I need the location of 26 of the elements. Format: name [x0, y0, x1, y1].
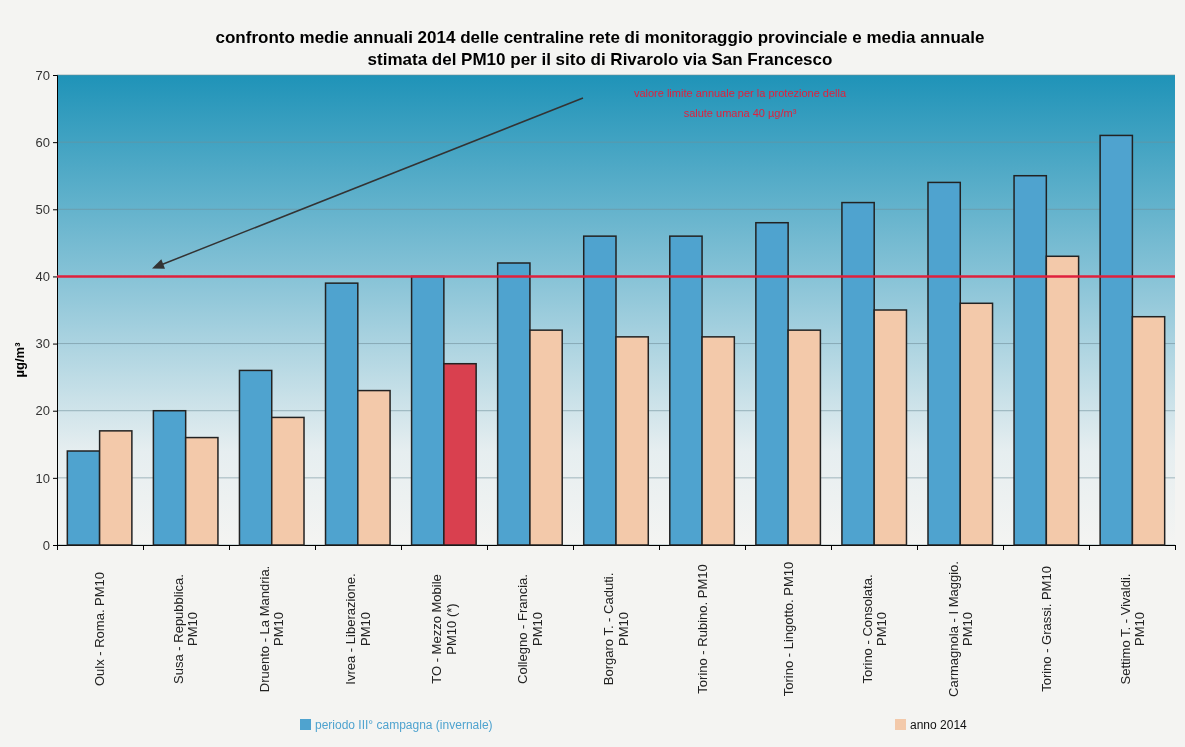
text: periodo III° campagna (invernale) — [315, 718, 493, 732]
y-tick-label: 10 — [35, 470, 50, 486]
x-tick-label: Torino - Consolata. PM10 — [859, 574, 889, 684]
y-tick-label: 40 — [35, 269, 50, 285]
y-tick-label: 70 — [35, 67, 50, 83]
x-tick-label: Settimo T. - Vivaldi. PM10 — [1117, 573, 1148, 685]
x-tick-label: Borgaro T. - Caduti. PM10 — [601, 572, 631, 686]
x-tick-label: Torino - Lingotto. PM10 — [780, 561, 796, 697]
x-tick-label: Torino - Rubino. PM10 — [694, 564, 710, 694]
y-tick-label: 0 — [42, 537, 50, 553]
y-tick-label: 60 — [35, 134, 50, 150]
chart-title: confronto medie annuali 2014 delle centraline rete di monitoraggio provinciale e media annuale stimata del PM10 per il sito di Rivarolo via San Francesco — [215, 28, 985, 69]
y-tick-label: 30 — [35, 336, 50, 352]
y-tick-label: 50 — [35, 201, 50, 217]
x-tick-label: Susa - Repubblica. PM10 — [171, 574, 201, 684]
x-tick-label: TO - Mezzo Mobile PM10 (*) — [429, 574, 459, 684]
y-axis-title: µg/m³ — [12, 341, 27, 378]
x-tick-label: Oulx - Roma. PM10 — [92, 571, 108, 687]
x-tick-label: Druento - La Mandria. PM10 — [257, 565, 287, 693]
x-tick-label: Collegno - Francia. PM10 — [515, 574, 545, 684]
legend-label: anno 2014 — [910, 718, 968, 732]
x-tick-label: Ivrea - Liberazione. PM10 — [343, 573, 373, 685]
ref-line-label: valore limite annuale per la protezione della salute umana 40 µg/m³ — [633, 87, 847, 119]
y-tick-label: 20 — [35, 403, 50, 419]
x-tick-label: Torino - Grassi. PM10 — [1038, 566, 1054, 692]
x-tick-label: Carmagnola - I Maggio. PM10 — [945, 561, 975, 697]
